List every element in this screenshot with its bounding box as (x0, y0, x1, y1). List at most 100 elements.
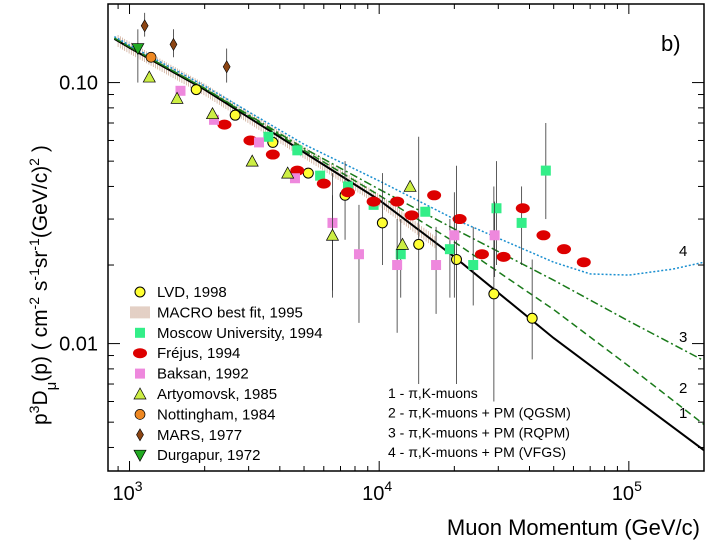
data-point (489, 230, 500, 241)
data-point (444, 244, 455, 255)
data-point (515, 203, 530, 214)
legend-label: MARS, 1977 (157, 427, 242, 444)
model-legend-item: 4 - π,K-muons + PM (VFGS) (388, 444, 566, 460)
data-point (175, 85, 186, 96)
legend-marker (135, 327, 145, 338)
data-point (540, 165, 551, 176)
data-point (190, 84, 202, 96)
data-point (169, 37, 178, 52)
data-point (390, 196, 405, 207)
data-point (222, 60, 231, 74)
series-durgapur (131, 29, 145, 83)
curve-label-3: 3 (679, 329, 687, 346)
series-nottingham (145, 51, 157, 63)
y-axis-label: p3Dμ(p) ( cm-2 s-1sr-1(GeV/c)2 ) (26, 145, 60, 425)
data-point (292, 145, 303, 156)
data-point (340, 187, 355, 198)
data-point (170, 91, 184, 104)
data-point (450, 253, 462, 265)
series-baksan (175, 85, 500, 333)
data-point (205, 106, 220, 120)
legend-label: MACRO best fit, 1995 (157, 304, 303, 321)
data-point (316, 178, 331, 189)
data-point (404, 210, 419, 221)
legend-label: Artyomovsk, 1985 (157, 386, 277, 403)
data-point (516, 217, 527, 228)
series-fr-jus (217, 119, 591, 268)
legend-marker (133, 348, 147, 359)
data-point (452, 214, 467, 225)
data-point (557, 244, 572, 255)
legend-item: Durgapur, 1972 (133, 447, 260, 464)
data-point (253, 137, 264, 148)
data-point (302, 167, 314, 179)
data-point (353, 249, 364, 260)
plot-frame (107, 3, 705, 472)
legend-item: Moscow University, 1994 (135, 325, 323, 342)
curve-label-4: 4 (679, 243, 687, 260)
legend-marker (135, 368, 145, 379)
x-axis-label: Muon Momentum (GeV/c) (447, 515, 700, 540)
data-point (209, 114, 220, 125)
curve-label-2: 2 (679, 380, 687, 397)
legend-item: Baksan, 1992 (135, 366, 249, 383)
model-legend-item: 1 - π,K-muons (388, 385, 478, 401)
data-point (290, 165, 305, 176)
series-mars (140, 12, 231, 83)
data-point (325, 228, 340, 241)
legend-label: Durgapur, 1972 (157, 447, 260, 464)
data-point (403, 179, 417, 192)
data-point (427, 190, 442, 201)
data-point (366, 196, 381, 207)
data-point (140, 19, 149, 33)
data-point (392, 260, 403, 271)
data-point (468, 260, 479, 271)
data-point (413, 238, 425, 250)
data-point (576, 257, 591, 268)
data-point (315, 170, 326, 181)
data-point (342, 181, 353, 192)
legend-marker (133, 449, 147, 462)
legend-label: LVD, 1998 (157, 284, 227, 301)
data-point (245, 154, 259, 167)
data-point (281, 166, 295, 179)
legend-marker (133, 387, 147, 400)
data-point (229, 109, 241, 121)
y-tick-label: 0.01 (59, 334, 98, 356)
series-artyomovsk (142, 70, 417, 291)
data-point (474, 249, 489, 260)
data-point (449, 230, 460, 241)
data-point (376, 217, 388, 229)
data-point (496, 251, 511, 262)
legend-item: Nottingham, 1984 (134, 406, 275, 423)
legend-label: Baksan, 1992 (157, 366, 249, 383)
legend-label: Moscow University, 1994 (157, 325, 323, 342)
data-point (395, 237, 410, 250)
data-point (536, 230, 551, 241)
legend-label: Fréjus, 1994 (157, 345, 240, 362)
data-point (142, 70, 156, 83)
x-tick-label: 103 (112, 478, 142, 505)
legend-item: MACRO best fit, 1995 (130, 304, 303, 321)
legend-marker (134, 409, 146, 420)
data-point (395, 249, 406, 260)
x-tick-label: 104 (362, 478, 392, 505)
model-legend-item: 3 - π,K-muons + PM (RQPM) (388, 424, 570, 440)
data-point (289, 173, 300, 184)
y-tick-label: 0.10 (59, 73, 98, 95)
data-point (243, 135, 258, 146)
legend-item: Fréjus, 1994 (133, 345, 240, 362)
legend-marker (136, 428, 144, 442)
panel-label: b) (661, 31, 681, 56)
data-point (420, 206, 431, 217)
model-curve-3 (114, 37, 704, 362)
legend-item: LVD, 1998 (134, 284, 227, 301)
data-point (263, 131, 274, 142)
data-point (217, 119, 232, 130)
legend-item: Artyomovsk, 1985 (133, 386, 277, 403)
data-point (265, 149, 280, 160)
data-point (491, 203, 502, 214)
data-point (131, 43, 145, 56)
legend-label: Nottingham, 1984 (157, 406, 275, 423)
